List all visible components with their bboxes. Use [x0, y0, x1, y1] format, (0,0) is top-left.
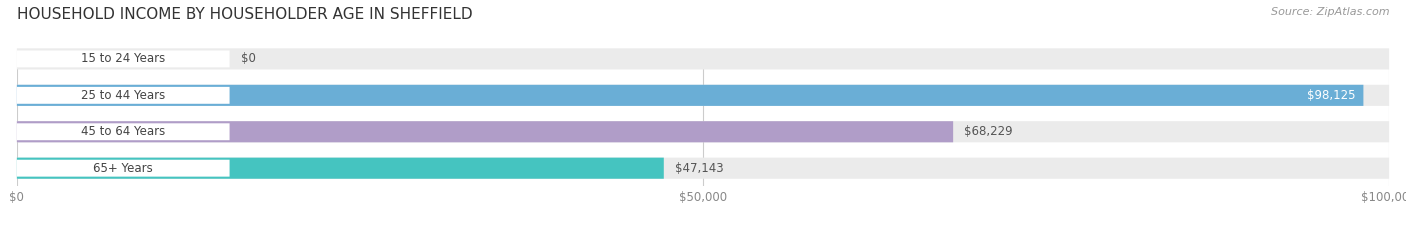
FancyBboxPatch shape: [17, 158, 1389, 179]
Text: HOUSEHOLD INCOME BY HOUSEHOLDER AGE IN SHEFFIELD: HOUSEHOLD INCOME BY HOUSEHOLDER AGE IN S…: [17, 7, 472, 22]
FancyBboxPatch shape: [17, 51, 229, 67]
Text: 25 to 44 Years: 25 to 44 Years: [82, 89, 166, 102]
Text: $68,229: $68,229: [965, 125, 1012, 138]
FancyBboxPatch shape: [17, 121, 1389, 142]
Text: 65+ Years: 65+ Years: [93, 162, 153, 175]
FancyBboxPatch shape: [17, 121, 953, 142]
FancyBboxPatch shape: [17, 48, 1389, 69]
FancyBboxPatch shape: [17, 85, 1364, 106]
FancyBboxPatch shape: [17, 160, 229, 177]
Text: $47,143: $47,143: [675, 162, 724, 175]
Text: $0: $0: [240, 52, 256, 65]
Text: 15 to 24 Years: 15 to 24 Years: [82, 52, 166, 65]
Text: 45 to 64 Years: 45 to 64 Years: [82, 125, 166, 138]
Text: Source: ZipAtlas.com: Source: ZipAtlas.com: [1271, 7, 1389, 17]
FancyBboxPatch shape: [17, 123, 229, 140]
FancyBboxPatch shape: [17, 85, 1389, 106]
Text: $98,125: $98,125: [1306, 89, 1355, 102]
FancyBboxPatch shape: [17, 87, 229, 104]
FancyBboxPatch shape: [17, 158, 664, 179]
